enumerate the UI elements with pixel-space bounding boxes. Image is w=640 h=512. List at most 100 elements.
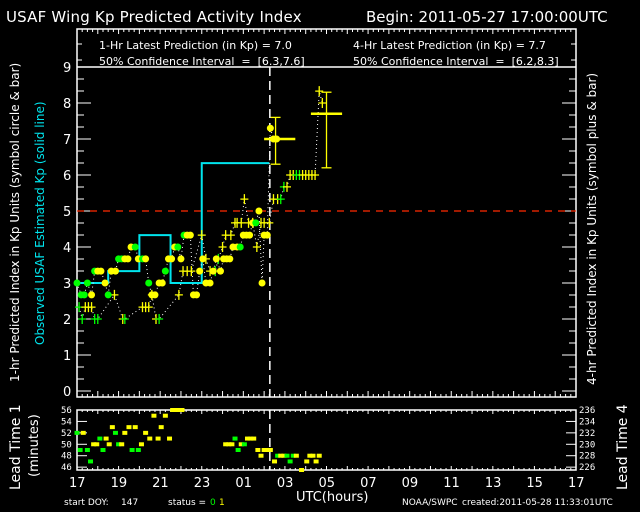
lead-point xyxy=(299,468,305,472)
lead-point xyxy=(275,453,281,458)
x-tick-label: 23 xyxy=(194,476,211,491)
lead-point xyxy=(84,448,90,452)
circle-symbol xyxy=(88,291,96,299)
circle-symbol xyxy=(101,279,109,287)
y-tick-label: 9 xyxy=(63,61,71,76)
plus-symbol xyxy=(110,289,119,300)
circle-symbol xyxy=(216,267,224,275)
circle-symbol xyxy=(193,291,201,299)
plus-symbol xyxy=(252,242,261,252)
y-tick-label: 7 xyxy=(63,133,71,148)
lead-point xyxy=(293,453,299,458)
plus-symbol xyxy=(237,217,246,228)
plus-symbol xyxy=(282,181,291,192)
lead-right-tick-label: 226 xyxy=(579,463,595,473)
lead-point xyxy=(226,442,232,447)
prediction-dotted-line xyxy=(78,90,323,321)
x-tick-label: 05 xyxy=(319,476,336,491)
y-tick-label: 3 xyxy=(63,277,71,292)
lead-right-tick-label: 234 xyxy=(579,417,595,427)
lead-point xyxy=(281,453,287,458)
lead-point xyxy=(109,425,115,430)
lead-point xyxy=(97,436,103,441)
x-tick-label: 01 xyxy=(235,476,252,491)
y-tick-label: 0 xyxy=(63,385,71,400)
observed-kp-line xyxy=(77,162,270,284)
lead-point xyxy=(255,448,261,452)
plus-symbol xyxy=(276,194,285,205)
lead-point xyxy=(248,436,254,441)
lead-point xyxy=(151,413,157,418)
lead-point xyxy=(287,459,293,464)
ci4-label: 50% Confidence Interval = [6.2,8.3] xyxy=(353,55,559,68)
plus-symbol xyxy=(318,98,327,108)
lead-point xyxy=(235,448,241,452)
lead-point xyxy=(267,448,273,452)
lead-point xyxy=(162,413,168,418)
lead-point xyxy=(94,442,100,447)
x-tick-label: 19 xyxy=(111,476,128,491)
circle-symbol xyxy=(226,255,234,263)
plus-symbol xyxy=(240,194,249,205)
lead-point xyxy=(232,436,238,441)
lead-point xyxy=(147,436,153,441)
plus-symbol xyxy=(197,230,206,241)
lead-right-tick-label: 230 xyxy=(579,440,595,450)
circle-symbol xyxy=(246,231,254,239)
lead-left-tick-label: 54 xyxy=(61,417,72,427)
circle-symbol xyxy=(97,267,105,275)
plus-symbol xyxy=(218,242,227,252)
plus-symbol xyxy=(265,217,274,228)
y-tick-label: 5 xyxy=(63,205,71,220)
lead-point xyxy=(170,408,176,412)
circle-symbol xyxy=(199,255,207,263)
lead-point xyxy=(264,448,270,452)
plus-symbol xyxy=(87,302,96,313)
lead-point xyxy=(167,436,173,441)
lead-point xyxy=(158,425,164,430)
lead-point xyxy=(126,425,132,430)
y-tick-label: 8 xyxy=(63,97,71,112)
lead-point xyxy=(173,408,179,412)
lead-point xyxy=(241,442,247,447)
circle-symbol xyxy=(186,231,194,239)
circle-symbol xyxy=(145,279,153,287)
y-tick-label: 1 xyxy=(63,349,71,364)
lead-point xyxy=(74,430,80,435)
chart-title: USAF Wing Kp Predicted Activity Index xyxy=(6,8,302,26)
begin-time: Begin: 2011-05-27 17:00:00UTC xyxy=(366,8,608,26)
lead-point xyxy=(316,453,322,458)
circle-symbol xyxy=(252,219,260,227)
plus-symbol xyxy=(187,266,196,277)
x-tick-label: 17 xyxy=(568,476,585,491)
lead-point xyxy=(135,448,141,452)
lead-left-tick-label: 50 xyxy=(61,440,72,450)
lead-left-tick-label: 56 xyxy=(61,406,72,416)
lead-point xyxy=(143,430,149,435)
lead-point xyxy=(251,436,257,441)
ci1-label: 50% Confidence Interval = [6.3,7.6] xyxy=(99,55,305,68)
source-label: NOAA/SWPC xyxy=(402,498,458,508)
lead-left-tick-label: 48 xyxy=(61,452,72,462)
x-tick-label: 03 xyxy=(277,476,294,491)
circle-symbol xyxy=(73,279,81,287)
pred1-label: 1-Hr Latest Prediction (in Kp) = 7.0 xyxy=(99,39,292,52)
plus-symbol xyxy=(120,314,129,324)
lead-point xyxy=(261,448,267,452)
plus-symbol xyxy=(311,170,320,180)
x-tick-label: 21 xyxy=(152,476,169,491)
circle-symbol xyxy=(158,279,166,287)
circle-symbol xyxy=(142,255,150,263)
x-tick-label: 17 xyxy=(69,476,86,491)
lead-right-tick-label: 232 xyxy=(579,429,595,439)
lead-point xyxy=(258,453,264,458)
x-tick-label: 07 xyxy=(360,476,377,491)
lead-point xyxy=(179,408,185,412)
lead-point xyxy=(284,453,290,458)
lead-point xyxy=(88,459,94,464)
circle-symbol xyxy=(255,207,263,215)
status-1: 1 xyxy=(219,498,225,508)
circle-symbol xyxy=(131,243,139,251)
circle-symbol xyxy=(151,291,159,299)
